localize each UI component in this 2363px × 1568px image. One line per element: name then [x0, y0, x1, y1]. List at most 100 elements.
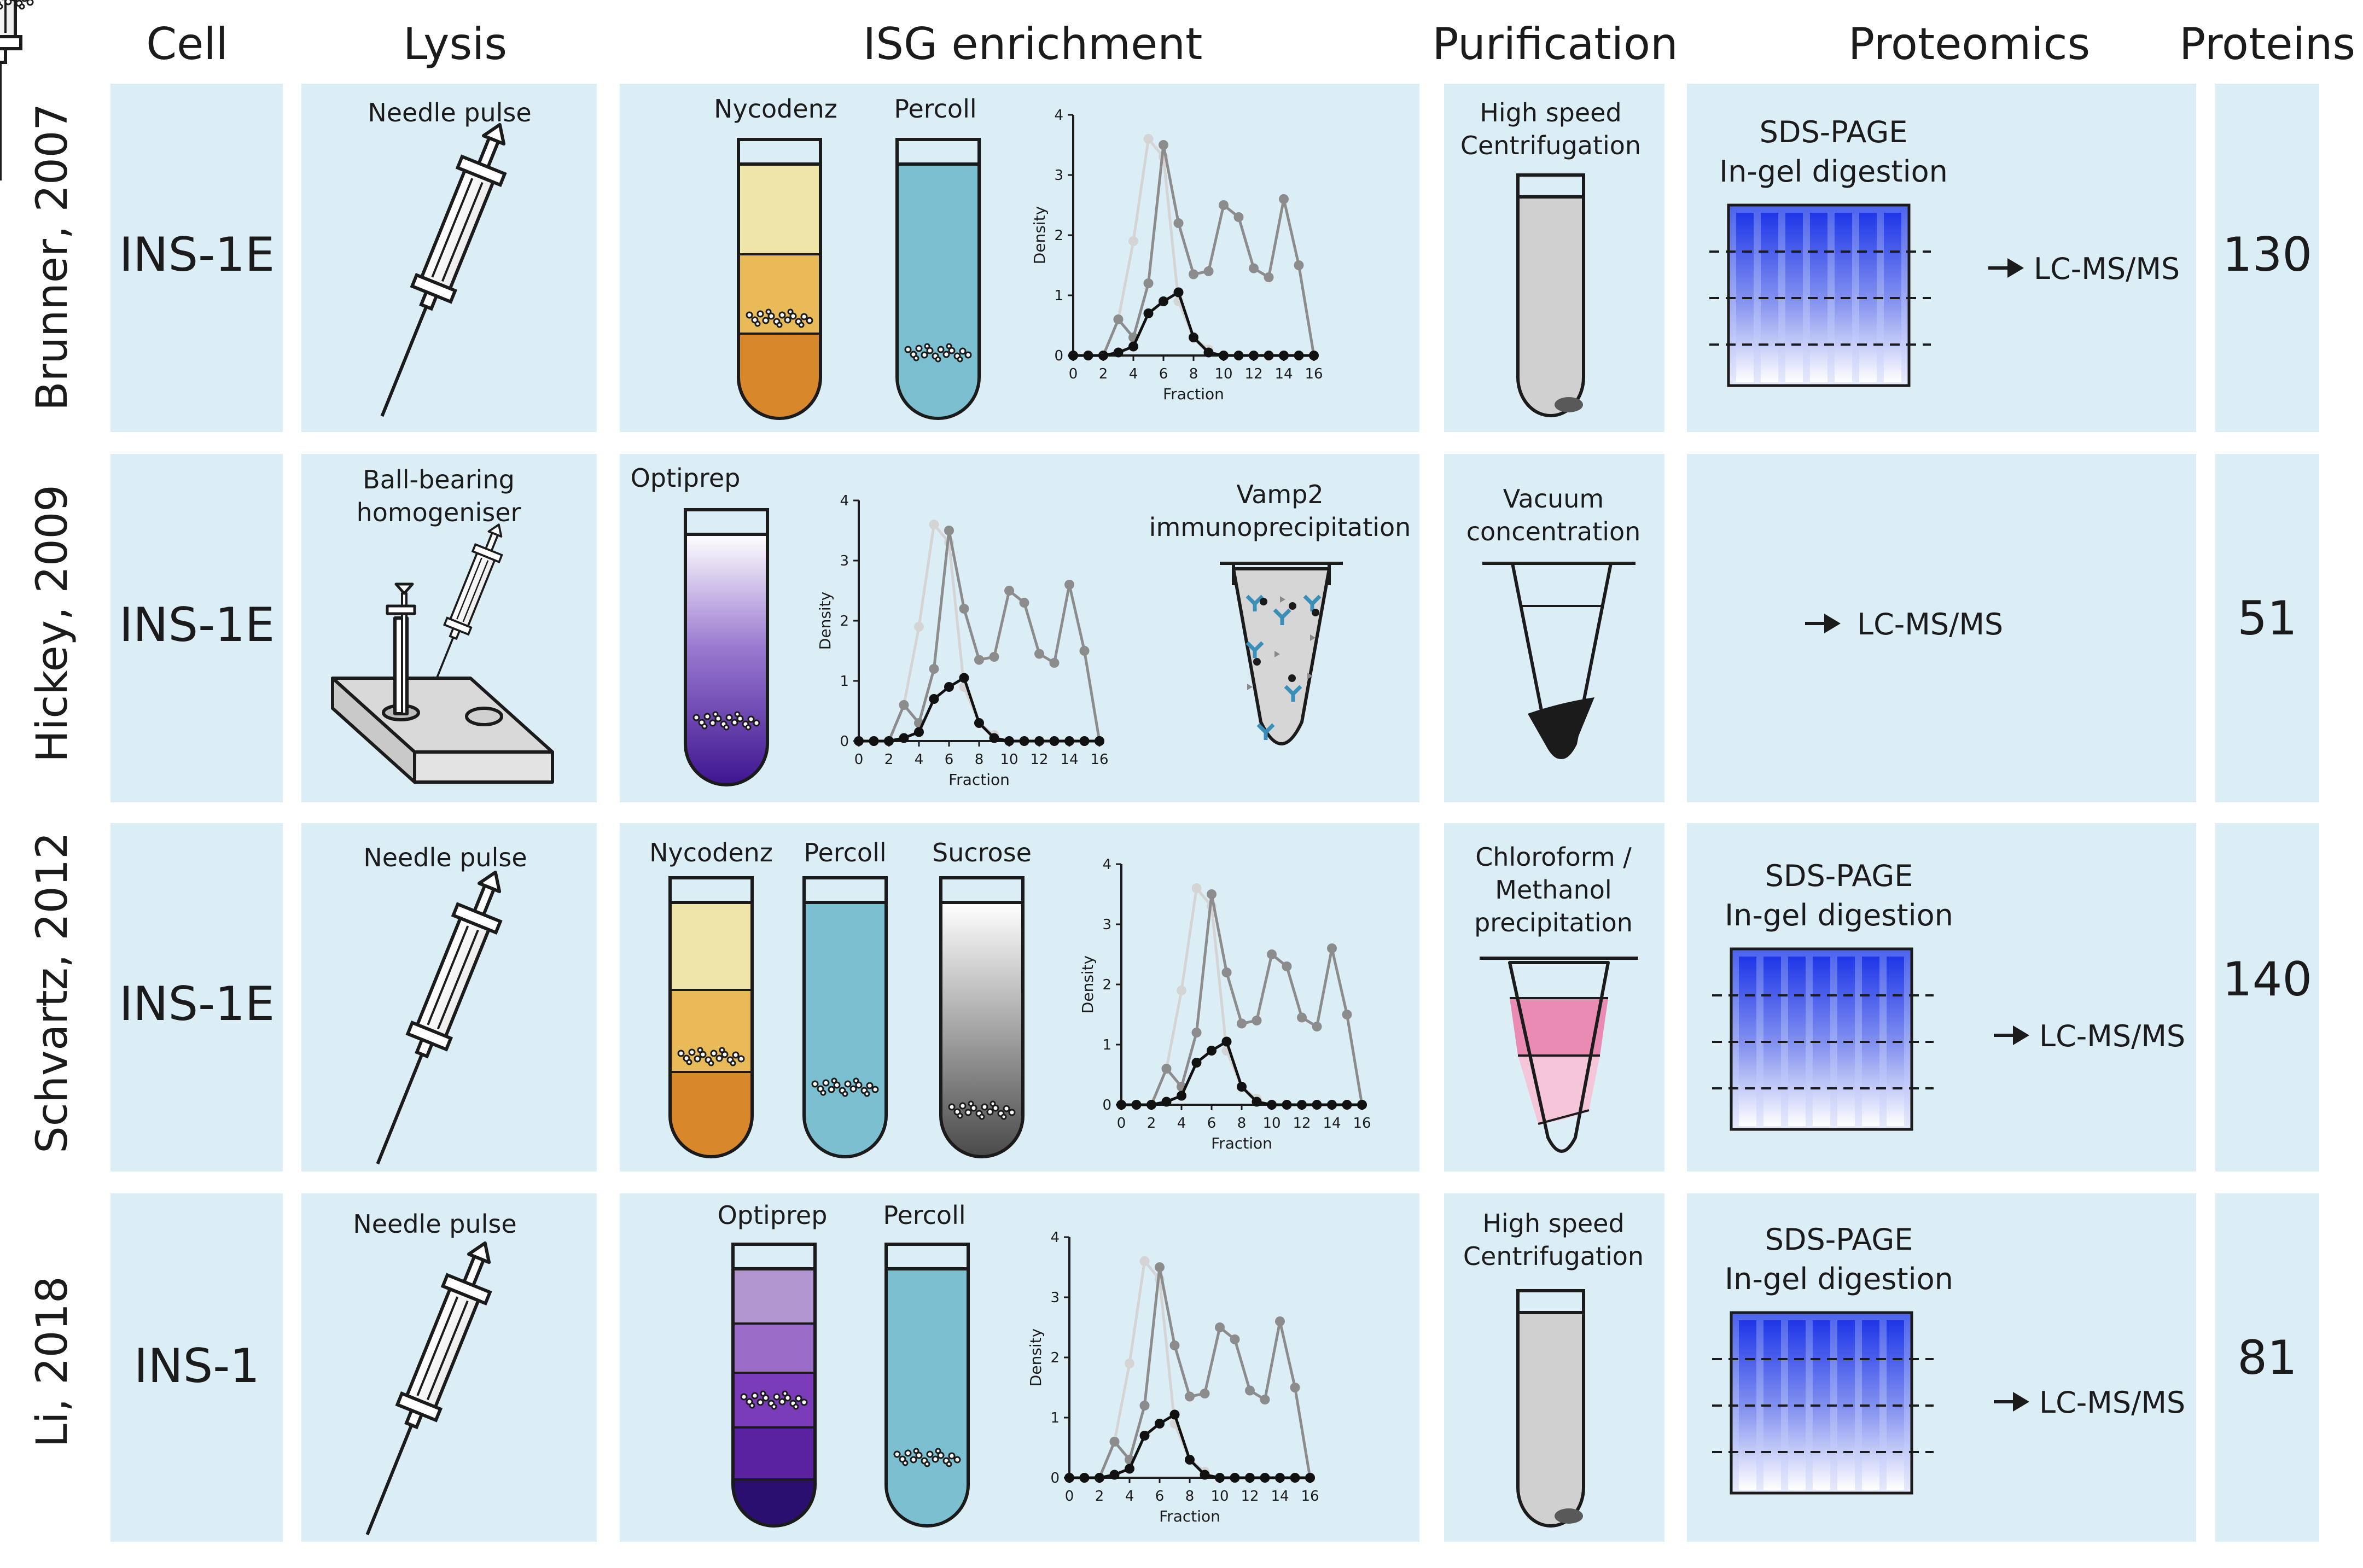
protein-count: 140: [2222, 952, 2312, 1007]
y-tick-label: 4: [1054, 107, 1063, 124]
data-point-black: [1221, 1036, 1232, 1047]
x-tick-label: 4: [915, 751, 924, 768]
data-point-grey: [1249, 263, 1259, 273]
gradient-label: Optiprep: [631, 463, 741, 493]
header-purification: Purification: [1432, 19, 1678, 69]
x-tick-label: 16: [1301, 1488, 1319, 1505]
x-tick-label: 6: [1207, 1115, 1217, 1132]
study-label: Brunner, 2007: [28, 103, 77, 411]
data-point-grey: [1203, 266, 1214, 276]
study-label: Schvartz, 2012: [28, 832, 77, 1153]
data-point-black: [1116, 1100, 1126, 1110]
data-point-grey: [1004, 586, 1014, 596]
header-isg-enrichment: ISG enrichment: [863, 19, 1203, 69]
pellet: [1555, 1508, 1583, 1524]
vamp2-ip-label: Vamp2 immunoprecipitation: [1149, 480, 1411, 542]
y-tick-label: 4: [1050, 1229, 1060, 1246]
ms-label: LC-MS/MS: [2039, 1019, 2185, 1053]
data-point-black: [1309, 351, 1319, 360]
sds-page-gel: [1709, 203, 1931, 387]
arrow-icon: [2013, 1392, 2029, 1412]
y-axis-label: Density: [1027, 1328, 1045, 1386]
data-point-grey: [989, 652, 999, 662]
x-tick-label: 8: [1237, 1115, 1247, 1132]
data-point-black: [869, 736, 879, 746]
sds-page-gel: [1712, 1311, 1934, 1495]
purification-label: Chloroform /: [1475, 842, 1632, 872]
data-point-black: [1357, 1100, 1367, 1110]
data-point-light: [1125, 1359, 1134, 1368]
y-tick-label: 0: [1050, 1470, 1060, 1487]
gradient-label: Nycodenz: [649, 838, 773, 867]
y-axis-label: Density: [1079, 955, 1097, 1013]
data-point-black: [1098, 351, 1108, 360]
x-axis-label: Fraction: [1163, 385, 1224, 403]
data-point-black: [1230, 1473, 1240, 1483]
x-tick-label: 10: [1214, 366, 1232, 382]
data-point-grey: [1161, 1064, 1172, 1074]
lysis-label: Needle pulse: [368, 98, 531, 127]
data-point-black: [1245, 1473, 1255, 1483]
data-point-grey: [1275, 1316, 1285, 1326]
x-axis-label: Fraction: [1159, 1507, 1220, 1525]
data-point-black: [1327, 1100, 1337, 1110]
data-point-black: [884, 736, 894, 746]
data-point-grey: [1191, 1028, 1202, 1037]
x-axis-label: Fraction: [948, 771, 1010, 789]
data-point-black: [1203, 347, 1214, 358]
data-point-black: [1312, 1100, 1322, 1110]
data-point-black: [1294, 351, 1304, 360]
data-point-black: [1161, 1097, 1172, 1107]
header-cell: Cell: [146, 19, 228, 69]
data-point-black: [1267, 1100, 1277, 1110]
x-tick-label: 2: [1095, 1488, 1104, 1505]
data-point-light: [1191, 883, 1202, 893]
y-tick-label: 3: [1102, 917, 1111, 933]
data-point-grey: [1327, 943, 1337, 953]
data-point-light: [1128, 236, 1138, 246]
y-tick-label: 3: [840, 553, 849, 569]
x-tick-label: 10: [1210, 1488, 1229, 1505]
data-point-black: [1290, 1473, 1300, 1483]
header-proteomics: Proteomics: [1848, 19, 2090, 69]
antibody-icon: [1245, 594, 1322, 740]
data-point-light: [1139, 1256, 1150, 1266]
arrow-icon: [2007, 258, 2024, 278]
data-point-black: [1342, 1100, 1352, 1110]
y-axis-label: Density: [816, 592, 834, 650]
data-point-grey: [1079, 646, 1090, 656]
data-point-black: [1079, 1473, 1090, 1483]
data-point-grey: [959, 604, 969, 614]
arrow-icon: [2013, 1025, 2029, 1045]
study-label: Hickey, 2009: [28, 485, 77, 762]
lysis-label: Needle pulse: [353, 1209, 516, 1239]
panel: [1687, 454, 2196, 802]
data-point-black: [1159, 296, 1168, 306]
ms-label: LC-MS/MS: [2039, 1385, 2185, 1420]
protein-count: 51: [2237, 591, 2297, 646]
lysis-label: Needle pulse: [363, 843, 527, 872]
y-tick-label: 1: [1102, 1037, 1111, 1053]
cell-line: INS-1: [134, 1339, 260, 1394]
data-point-grey: [1312, 1022, 1322, 1031]
data-point-black: [1083, 351, 1093, 360]
data-point-grey: [929, 664, 939, 674]
gradient-labels: Nycodenz Percoll Optiprep Nycodenz Perco…: [631, 94, 1032, 1230]
data-point-grey: [1282, 961, 1292, 971]
lc-ms-ms: LC-MS/MS LC-MS/MS LC-MS/MS LC-MS/MS: [1805, 252, 2185, 1420]
data-point-black: [1064, 736, 1074, 746]
data-point-black: [1297, 1100, 1307, 1110]
data-point-black: [1113, 347, 1124, 358]
study-labels: Brunner, 2007 Hickey, 2009 Schvartz, 201…: [28, 103, 77, 1448]
protein-count: 130: [2222, 228, 2312, 282]
granule-pellet: [0, 0, 34, 10]
x-tick-label: 14: [1060, 751, 1078, 768]
x-tick-label: 10: [1000, 751, 1018, 768]
data-point-black: [959, 673, 969, 683]
data-point-grey: [1139, 1401, 1150, 1410]
data-point-grey: [899, 700, 909, 710]
data-point-black: [914, 727, 924, 737]
sds-page-gel: [1712, 947, 1934, 1131]
cell-line: INS-1E: [119, 598, 275, 652]
